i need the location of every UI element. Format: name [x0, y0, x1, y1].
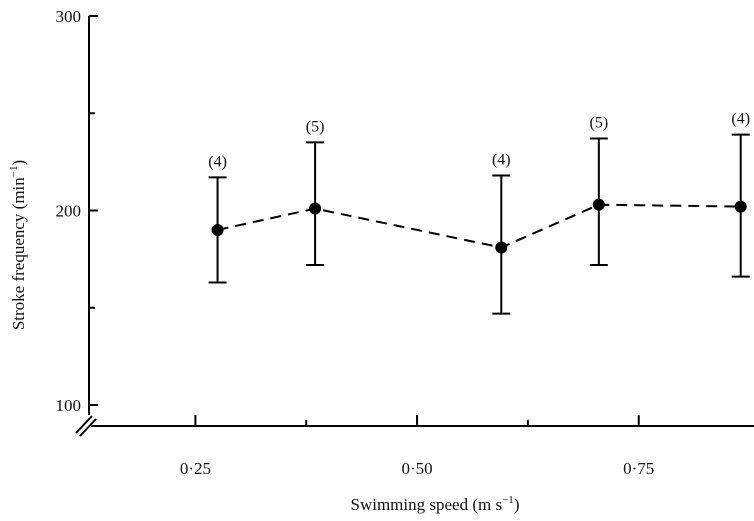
data-point	[592, 198, 605, 211]
x-tick-label: 0·75	[623, 459, 654, 478]
sample-size-label: (4)	[731, 111, 750, 128]
y-tick-label: 100	[56, 396, 82, 415]
data-point	[734, 200, 747, 213]
data-marks: (4) (5) (4) (5) (4)	[208, 111, 750, 315]
data-point	[495, 241, 508, 254]
y-axis-title: Stroke frequency (min−1)	[8, 160, 28, 330]
series-line	[217, 203, 741, 249]
sample-size-label: (5)	[306, 118, 325, 135]
data-point	[211, 223, 224, 236]
sample-size-label: (5)	[590, 115, 609, 132]
x-tick-label: 0·50	[401, 459, 432, 478]
sample-size-label: (4)	[492, 151, 511, 168]
y-tick-label: 200	[56, 202, 82, 221]
axes: 100 200 300 0·25 0·50 0·75	[56, 7, 754, 478]
data-point	[309, 202, 322, 215]
x-tick-label: 0·25	[180, 459, 211, 478]
axis-break-mark	[75, 415, 93, 434]
sample-size-label: (4)	[208, 153, 227, 170]
x-axis-title: Swimming speed (m s−1)	[351, 494, 520, 514]
axis-break-mark	[79, 418, 97, 437]
y-tick-label: 300	[56, 7, 82, 26]
